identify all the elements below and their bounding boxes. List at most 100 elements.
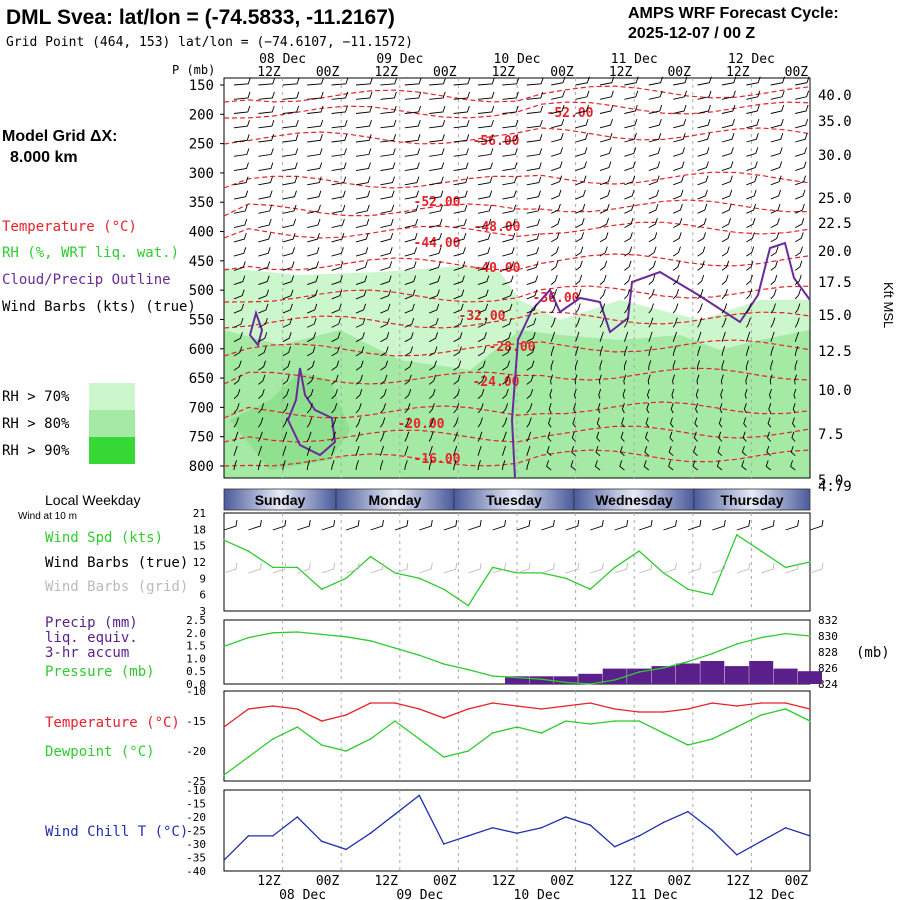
wind-barb — [380, 91, 397, 100]
wind-barb — [453, 176, 469, 186]
wind-barb — [355, 204, 370, 214]
wind-barb — [744, 388, 748, 399]
wind-barb — [795, 175, 807, 186]
wind-barb — [282, 332, 292, 343]
wind-barb — [697, 203, 708, 214]
wind-barb — [624, 260, 632, 271]
wind-speed-line-point — [711, 593, 714, 596]
wind-barb — [233, 119, 250, 129]
wind-barb — [697, 360, 701, 371]
pressure-line-point — [296, 631, 299, 633]
wind-barb — [624, 104, 638, 114]
wind-barb — [697, 104, 711, 114]
wind-barb — [721, 317, 727, 328]
wind-barb — [258, 317, 268, 328]
wind-barb — [550, 303, 557, 314]
wind-barb — [768, 403, 772, 414]
wind-barb — [672, 289, 680, 300]
wind-barb — [282, 232, 296, 243]
wind-barb — [331, 148, 347, 157]
grid-wind-barb — [590, 562, 604, 574]
windchill-line-point — [687, 810, 689, 813]
wind-barb — [526, 119, 543, 129]
wind-barb — [404, 204, 419, 214]
wind-barb — [575, 346, 579, 356]
wind-barb — [575, 289, 582, 300]
wind-barb — [429, 247, 442, 257]
pressure-line-point — [516, 676, 518, 679]
temperature-contour-label: -48.00 — [474, 220, 521, 235]
wind-barb — [672, 317, 678, 328]
wind-barb — [502, 332, 512, 343]
surface-wind-barb — [809, 519, 824, 531]
dewpoint-line-point — [491, 732, 494, 734]
wind-barb — [795, 118, 809, 129]
wind-barb — [573, 403, 577, 414]
precip-bar — [773, 668, 798, 684]
wind-barb — [619, 460, 625, 471]
wind-barb — [404, 303, 415, 314]
wind-barb — [718, 417, 723, 428]
wind-barb — [766, 445, 772, 457]
windchill-panel-frame — [223, 789, 811, 872]
wind-barb — [721, 161, 734, 172]
grid-point-subtitle: Grid Point (464, 153) lat/lon = (−74.610… — [6, 35, 413, 50]
wind-barb — [697, 76, 712, 86]
wind-barb — [355, 247, 369, 257]
wind-barb — [380, 289, 392, 300]
temperature-contour — [223, 367, 811, 385]
wind-barb — [379, 460, 384, 471]
wind-barb — [526, 317, 537, 328]
wind-barb — [233, 176, 249, 186]
windchill-label: Wind Chill T (°C) — [45, 824, 188, 840]
wind-barb — [624, 189, 635, 200]
wind-barb — [770, 147, 783, 157]
wind-barb — [599, 260, 608, 271]
bottom-date-label: 12 Dec — [748, 888, 795, 900]
wind-barb — [282, 134, 299, 143]
wind-barb — [624, 246, 633, 257]
pressure-level-label: 650 — [189, 371, 214, 387]
wind-barb — [551, 189, 562, 200]
wind-barb — [282, 148, 299, 157]
wind-barb — [380, 360, 389, 371]
top-date-label: 09 Dec — [376, 52, 423, 67]
wind-barb — [551, 76, 566, 86]
wind-barb — [794, 317, 800, 328]
wind-barb — [599, 189, 611, 200]
wind-barb — [477, 403, 484, 414]
wind-barb — [307, 134, 323, 143]
height-label-kft: 5.0 — [818, 473, 843, 489]
wind-speed-line-point — [784, 566, 787, 569]
wind-barb — [599, 346, 604, 356]
wind-barb — [453, 261, 466, 271]
wind-barb — [258, 289, 270, 300]
wind-barb — [599, 331, 604, 342]
rh-core-area — [230, 372, 350, 470]
wind-barb — [355, 134, 372, 143]
pressure-line-point — [638, 671, 640, 673]
wind-barb — [477, 374, 485, 385]
wind-barb — [526, 332, 536, 343]
temperature-contour-label: -40.00 — [474, 261, 521, 276]
wind-barb — [746, 118, 760, 129]
precip-bar — [724, 666, 749, 684]
wind-barb — [743, 403, 747, 414]
wind-barb — [648, 118, 662, 129]
pressure-level-label: 800 — [189, 459, 214, 475]
wind-barb — [477, 162, 493, 172]
wind-barb — [648, 218, 658, 229]
precip-bar — [627, 668, 652, 684]
surface-wind-barb — [614, 519, 629, 531]
wind-barb — [624, 90, 639, 100]
top-time-label: 12Z — [257, 65, 281, 80]
wind-barb — [721, 147, 734, 157]
wind-barb — [697, 147, 710, 157]
pressure-level-label: 200 — [189, 107, 214, 123]
wind-speed-panel: 21 18 15 12 9 6 3 — [193, 507, 824, 618]
wind-barb — [672, 260, 681, 271]
pressure-axis-unit: P (mb) — [172, 63, 215, 77]
wind-barb — [477, 445, 482, 456]
wind-barb — [380, 148, 396, 157]
